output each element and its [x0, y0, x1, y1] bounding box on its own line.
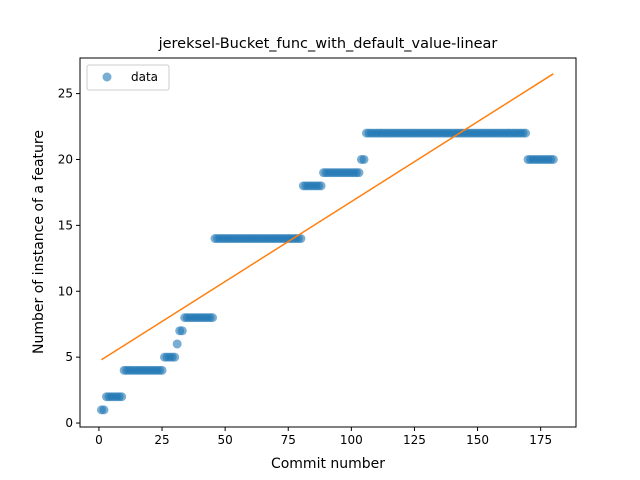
- data-point-102: [354, 168, 364, 178]
- x-tick-label-0: 0: [95, 433, 103, 447]
- x-axis-title: Commit number: [271, 456, 385, 472]
- legend-label-data: data: [131, 70, 158, 84]
- data-point-30: [172, 339, 182, 349]
- data-point-87: [316, 181, 326, 191]
- y-tick-label-10: 10: [58, 284, 73, 298]
- x-tick-label-100: 100: [340, 433, 363, 447]
- data-point-29: [170, 352, 180, 362]
- legend: data: [86, 64, 170, 91]
- y-tick-label-5: 5: [65, 350, 73, 364]
- data-point-44: [208, 313, 218, 323]
- y-axis-title: Number of instance of a feature: [31, 130, 47, 354]
- x-tick-label-50: 50: [217, 433, 232, 447]
- data-point-104: [359, 154, 369, 164]
- x-tick-label-125: 125: [403, 433, 426, 447]
- x-tick-label-175: 175: [529, 433, 552, 447]
- fit-line-group: [101, 73, 554, 361]
- y-tick-label-25: 25: [58, 87, 73, 101]
- data-points: [96, 128, 558, 415]
- x-tick-label-150: 150: [466, 433, 489, 447]
- y-tick-label-20: 20: [58, 152, 73, 166]
- data-point-1: [99, 405, 109, 415]
- chart-title: jereksel-Bucket_func_with_default_value-…: [158, 36, 498, 52]
- data-point-24: [157, 365, 167, 375]
- x-tick-label-25: 25: [154, 433, 169, 447]
- y-axis: 0 5 10 15 20 25: [58, 87, 80, 430]
- data-point-79: [296, 234, 306, 244]
- legend-box: [86, 64, 170, 91]
- plot-frame: [79, 57, 577, 428]
- x-axis: 0 25 50 75 100 125 150 175: [95, 427, 552, 447]
- legend-marker-data: [102, 72, 112, 82]
- data-point-179: [548, 154, 558, 164]
- fit-line: [101, 73, 554, 361]
- data-point-32: [177, 326, 187, 336]
- y-tick-label-15: 15: [58, 218, 73, 232]
- y-tick-label-0: 0: [65, 416, 73, 430]
- data-point-8: [117, 392, 127, 402]
- x-tick-label-75: 75: [281, 433, 296, 447]
- data-point-168: [521, 128, 531, 138]
